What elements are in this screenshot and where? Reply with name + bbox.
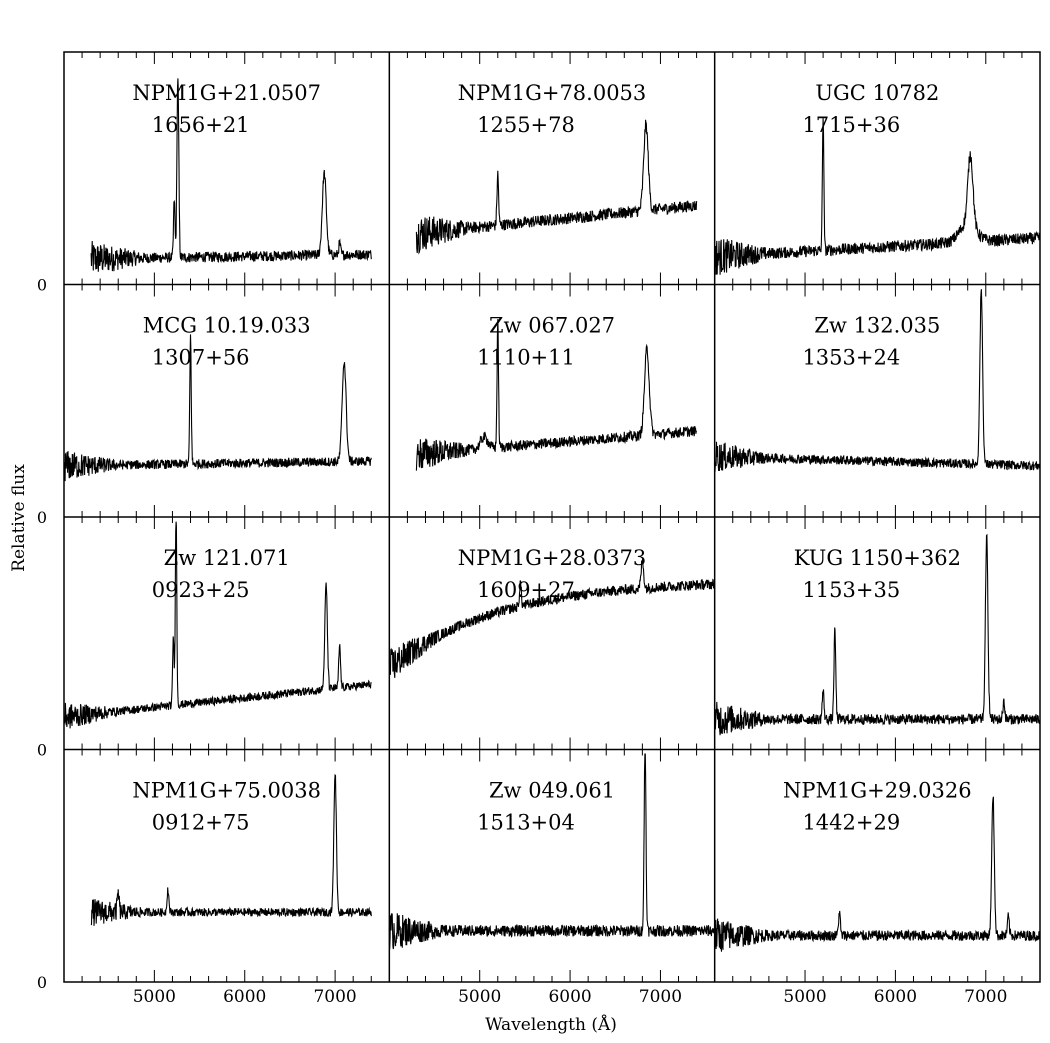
spectrum-line (714, 118, 1041, 275)
panel-object-code: 0923+25 (152, 578, 250, 602)
y-axis-title: Relative flux (9, 464, 29, 572)
panel-object-name: NPM1G+78.0053 (458, 81, 647, 105)
spectrum-line (415, 119, 698, 255)
spectrum-panel: Zw 121.071 0923+25 (63, 521, 372, 729)
spectrum-line (714, 289, 1041, 472)
x-tick-label: 5000 (783, 987, 826, 1007)
spectrum-panel: NPM1G+29.0326 1442+29 (714, 779, 1041, 952)
panel-object-name: Zw 132.035 (814, 314, 940, 338)
panel-object-code: 1656+21 (152, 113, 250, 137)
x-tick-label: 6000 (223, 987, 266, 1007)
panel-object-name: UGC 10782 (815, 81, 939, 105)
panel-object-code: 1255+78 (477, 113, 575, 137)
panel-object-code: 1513+04 (477, 811, 575, 835)
spectrum-line (90, 78, 372, 272)
x-tick-label: 7000 (964, 987, 1007, 1007)
x-tick-label: 7000 (639, 987, 682, 1007)
spectrum-line (90, 773, 372, 926)
spectrum-panel: NPM1G+75.0038 0912+75 (90, 773, 372, 926)
panel-object-name: NPM1G+75.0038 (132, 779, 321, 803)
x-tick-label: 5000 (458, 987, 501, 1007)
x-tick-label: 6000 (548, 987, 591, 1007)
spectrum-panel: NPM1G+78.0053 1255+78 (415, 81, 698, 255)
x-tick-label: 7000 (313, 987, 356, 1007)
panel-object-code: 1153+35 (802, 578, 900, 602)
spectrum-line (714, 533, 1041, 736)
spectrum-line (388, 558, 716, 678)
x-axis: 5000 6000 7000 5000 6000 7000 5000 6000 7000 (81, 52, 1023, 1007)
x-tick-label: 5000 (133, 987, 176, 1007)
panel-object-code: 0912+75 (152, 811, 250, 835)
panels-layer: NPM1G+21.0507 1656+21 NPM1G+78.0053 1255+78… (63, 78, 1041, 952)
panel-object-code: 1715+36 (802, 113, 900, 137)
spectrum-panel: NPM1G+21.0507 1656+21 (90, 78, 372, 272)
y-axis: 0 0 0 0 (37, 276, 47, 993)
panel-object-name: NPM1G+21.0507 (132, 81, 321, 105)
panel-object-code: 1110+11 (477, 346, 575, 370)
spectrum-panel: MCG 10.19.033 1307+56 (63, 314, 372, 482)
spectrum-panel: KUG 1150+362 1153+35 (714, 533, 1041, 736)
y-tick-label: 0 (37, 508, 47, 527)
spectrum-panel: Zw 049.061 1513+04 (388, 753, 716, 950)
panel-object-name: Zw 067.027 (489, 314, 615, 338)
panel-object-name: NPM1G+29.0326 (783, 779, 972, 803)
panel-object-name: MCG 10.19.033 (143, 314, 311, 338)
spectrum-line (63, 334, 372, 482)
y-tick-label: 0 (37, 741, 47, 760)
x-axis-title: Wavelength (Å) (485, 1014, 617, 1035)
panel-object-name: Zw 049.061 (489, 779, 615, 803)
spectrum-panel: Zw 067.027 1110+11 (415, 314, 698, 471)
panel-object-name: NPM1G+28.0373 (458, 546, 647, 570)
y-tick-label: 0 (37, 276, 47, 295)
y-tick-label: 0 (37, 973, 47, 992)
x-tick-label: 6000 (874, 987, 917, 1007)
spectrum-line (714, 796, 1041, 952)
spectrum-line (63, 521, 372, 729)
panel-object-name: KUG 1150+362 (794, 546, 961, 570)
spectrum-line (388, 753, 716, 950)
spectrum-panel: Zw 132.035 1353+24 (714, 289, 1041, 472)
panel-object-code: 1353+24 (802, 346, 900, 370)
panel-object-code: 1442+29 (802, 811, 900, 835)
panel-object-name: Zw 121.071 (164, 546, 290, 570)
spectrum-line (415, 319, 698, 471)
panel-object-code: 1307+56 (152, 346, 250, 370)
spectrum-panel: UGC 10782 1715+36 (714, 81, 1041, 275)
